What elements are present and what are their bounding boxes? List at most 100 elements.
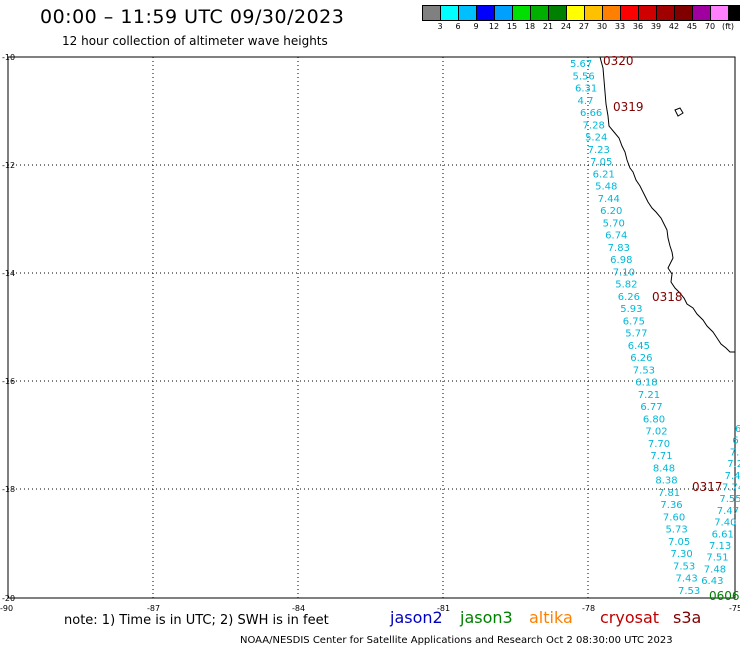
legend-label: 30 [596, 22, 608, 31]
wave-height-value: 6.43 [701, 576, 723, 587]
wave-height-value: 5.48 [595, 182, 617, 193]
legend-swatch [567, 6, 585, 20]
legend-label: 45 [686, 22, 698, 31]
wave-height-value: 7.05 [668, 537, 690, 548]
wave-height-value: 7.53 [633, 365, 655, 376]
wave-height-value: 7.70 [648, 439, 670, 450]
coastline [599, 56, 735, 353]
legend-swatch [495, 6, 513, 20]
wave-height-value: 7.28 [583, 120, 605, 131]
legend-label: 6 [455, 22, 461, 31]
satellite-name: s3a [673, 608, 702, 627]
wave-height-value: 7.74 [722, 483, 740, 494]
legend-swatch [531, 6, 549, 20]
pass-time-label: 0319 [613, 100, 644, 114]
legend-swatch [711, 6, 729, 20]
legend-swatch [549, 6, 567, 20]
map-frame [7, 56, 736, 599]
legend-label: 36 [632, 22, 644, 31]
pass-time-label: 0317 [692, 480, 723, 494]
wave-height-value: 7.10 [613, 267, 635, 278]
island [674, 107, 684, 117]
color-legend-labels: 3 6 9 12 15 18 21 24 27 30 33 36 39 42 45 70 (ft) [422, 22, 740, 34]
wave-height-value: 6 [735, 424, 740, 435]
lon-tick-label: -75 [729, 604, 740, 613]
satellite-name: jason3 [460, 608, 513, 627]
wave-height-value: 7.48 [704, 564, 726, 575]
wave-height-value: 7.81 [658, 488, 680, 499]
wave-height-value: 7.36 [660, 500, 682, 511]
note-text: note: 1) Time is in UTC; 2) SWH is in fe… [64, 613, 329, 628]
legend-swatch [639, 6, 657, 20]
wave-height-value: 6.74 [605, 231, 627, 242]
lat-tick-label: -16 [2, 377, 15, 386]
wave-height-value: 6.61 [712, 529, 734, 540]
wave-height-value: 7.30 [670, 549, 692, 560]
legend-swatch [729, 6, 740, 20]
wave-height-value: 6.21 [593, 169, 615, 180]
wave-height-value: 7.53 [673, 561, 695, 572]
legend-swatch [693, 6, 711, 20]
wave-height-value: 7.2 [727, 459, 740, 470]
legend-label: 15 [506, 22, 518, 31]
satellite-name: jason2 [390, 608, 443, 627]
legend-swatch [585, 6, 603, 20]
wave-height-value: 6.26 [618, 292, 640, 303]
legend-swatch [423, 6, 441, 20]
lon-tick-label: -87 [147, 604, 160, 613]
wave-height-value: 6.77 [640, 402, 662, 413]
legend-label: 9 [473, 22, 479, 31]
wave-height-value: 6.45 [628, 341, 650, 352]
wave-height-value: 7.0 [730, 447, 740, 458]
wave-height-value: 4.7 [578, 96, 594, 107]
wave-height-value: 6.80 [643, 414, 665, 425]
wave-height-value: 7.55 [719, 494, 740, 505]
wave-height-value: 5.93 [620, 304, 642, 315]
wave-height-value: 5.56 [573, 71, 595, 82]
wave-height-value: 6.66 [580, 108, 602, 119]
map-title: 00:00 – 11:59 UTC 09/30/2023 [40, 6, 345, 28]
color-legend [422, 5, 740, 21]
wave-height-value: 5.77 [625, 329, 647, 340]
lon-tick-label: -90 [0, 604, 13, 613]
wave-height-value: 5.70 [603, 218, 625, 229]
wave-height-value: 7.40 [714, 518, 736, 529]
wave-height-value: 7.53 [678, 586, 700, 597]
legend-swatch [459, 6, 477, 20]
map-subtitle: 12 hour collection of altimeter wave hei… [62, 34, 328, 48]
lat-tick-label: -10 [2, 53, 15, 62]
wave-height-value: 7.02 [645, 427, 667, 438]
wave-height-value: 7.51 [706, 553, 728, 564]
wave-height-value: 6.75 [623, 316, 645, 327]
legend-label: 18 [524, 22, 536, 31]
legend-swatch [441, 6, 459, 20]
satellite-name: cryosat [600, 608, 660, 627]
wave-height-value: 7.47 [717, 506, 739, 517]
legend-label: 27 [578, 22, 590, 31]
lat-tick-label: -12 [2, 161, 15, 170]
wave-height-value: 8.38 [655, 476, 677, 487]
footer-credit: NOAA/NESDIS Center for Satellite Applica… [240, 635, 673, 646]
legend-swatch [603, 6, 621, 20]
satellite-name: altika [529, 608, 573, 627]
legend-swatch [513, 6, 531, 20]
legend-label: 21 [542, 22, 554, 31]
wave-height-value: 8.48 [653, 463, 675, 474]
pass-time-label: 0320 [603, 54, 634, 68]
legend-label: 42 [668, 22, 680, 31]
lon-tick-label: -78 [582, 604, 595, 613]
legend-swatch [621, 6, 639, 20]
lat-tick-label: -20 [2, 594, 15, 603]
wave-height-value: 5.82 [615, 280, 637, 291]
legend-swatch [657, 6, 675, 20]
wave-height-value: 7.13 [709, 541, 731, 552]
legend-swatch [675, 6, 693, 20]
wave-height-value: 7.45 [725, 471, 740, 482]
wave-height-value: 6 [732, 436, 738, 447]
wave-height-value: 7.43 [675, 574, 697, 585]
legend-label: 3 [437, 22, 443, 31]
pass-time-label: 0606 [709, 589, 740, 603]
wave-height-value: 7.21 [638, 390, 660, 401]
wave-height-value: 7.83 [608, 243, 630, 254]
